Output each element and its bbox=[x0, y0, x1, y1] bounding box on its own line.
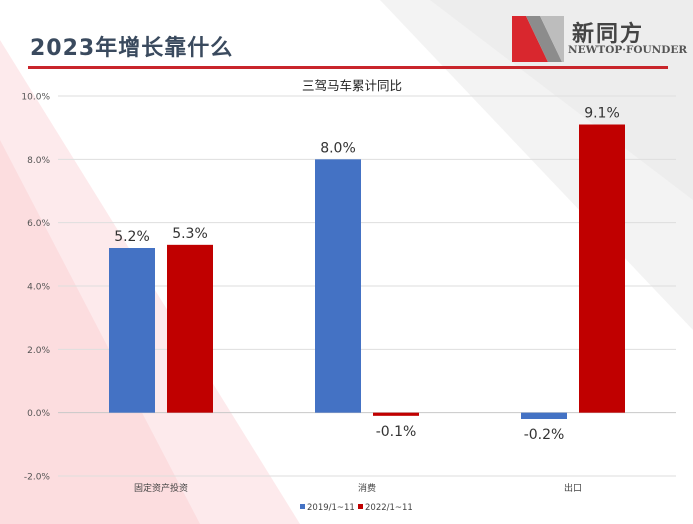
data-label: -0.1% bbox=[376, 424, 417, 440]
y-tick-label: 6.0% bbox=[27, 219, 50, 229]
y-tick-label: 0.0% bbox=[27, 409, 50, 419]
data-label: 9.1% bbox=[584, 106, 620, 122]
legend-label: 2019/1~11 bbox=[307, 503, 355, 513]
bar bbox=[521, 412, 567, 419]
bar bbox=[373, 412, 419, 416]
data-label: 5.3% bbox=[172, 226, 208, 242]
data-label: 8.0% bbox=[320, 140, 356, 156]
data-label: -0.2% bbox=[524, 427, 565, 443]
title-divider bbox=[28, 66, 668, 69]
y-tick-label: 2.0% bbox=[27, 346, 50, 356]
x-tick-label: 消费 bbox=[358, 482, 376, 494]
y-tick-label: 8.0% bbox=[27, 156, 50, 166]
data-label: 5.2% bbox=[114, 229, 150, 245]
legend-label: 2022/1~11 bbox=[365, 503, 413, 513]
grid-lines bbox=[58, 95, 676, 477]
bar bbox=[167, 244, 213, 413]
y-tick-label: 4.0% bbox=[27, 283, 50, 293]
chart-title: 三驾马车累计同比 bbox=[302, 78, 402, 93]
x-axis-ticks: 固定资产投资 消费 出口 bbox=[134, 482, 582, 494]
legend-swatch bbox=[300, 504, 305, 509]
logo-text-en: NEWTOP·FOUNDER bbox=[568, 44, 688, 56]
y-axis-ticks: -2.0% 0.0% 2.0% 4.0% 6.0% 8.0% 10.0% bbox=[21, 93, 50, 483]
logo-text-cn: 新同方 bbox=[572, 22, 645, 47]
x-tick-label: 出口 bbox=[564, 482, 582, 494]
bar bbox=[109, 248, 155, 413]
y-tick-label: 10.0% bbox=[21, 93, 50, 103]
bars bbox=[109, 124, 625, 419]
data-labels: 5.2% 5.3% 8.0% -0.1% -0.2% 9.1% bbox=[114, 106, 620, 444]
y-tick-label: -2.0% bbox=[24, 473, 51, 483]
slide-title: 2023年增长靠什么 bbox=[30, 36, 234, 61]
company-logo: 新同方 NEWTOP·FOUNDER bbox=[512, 14, 687, 64]
bar bbox=[315, 159, 361, 413]
logo-mark-icon bbox=[512, 16, 564, 62]
bar bbox=[579, 124, 625, 413]
legend-swatch bbox=[358, 504, 363, 509]
x-tick-label: 固定资产投资 bbox=[134, 482, 188, 494]
legend: 2019/1~11 2022/1~11 bbox=[300, 503, 413, 513]
